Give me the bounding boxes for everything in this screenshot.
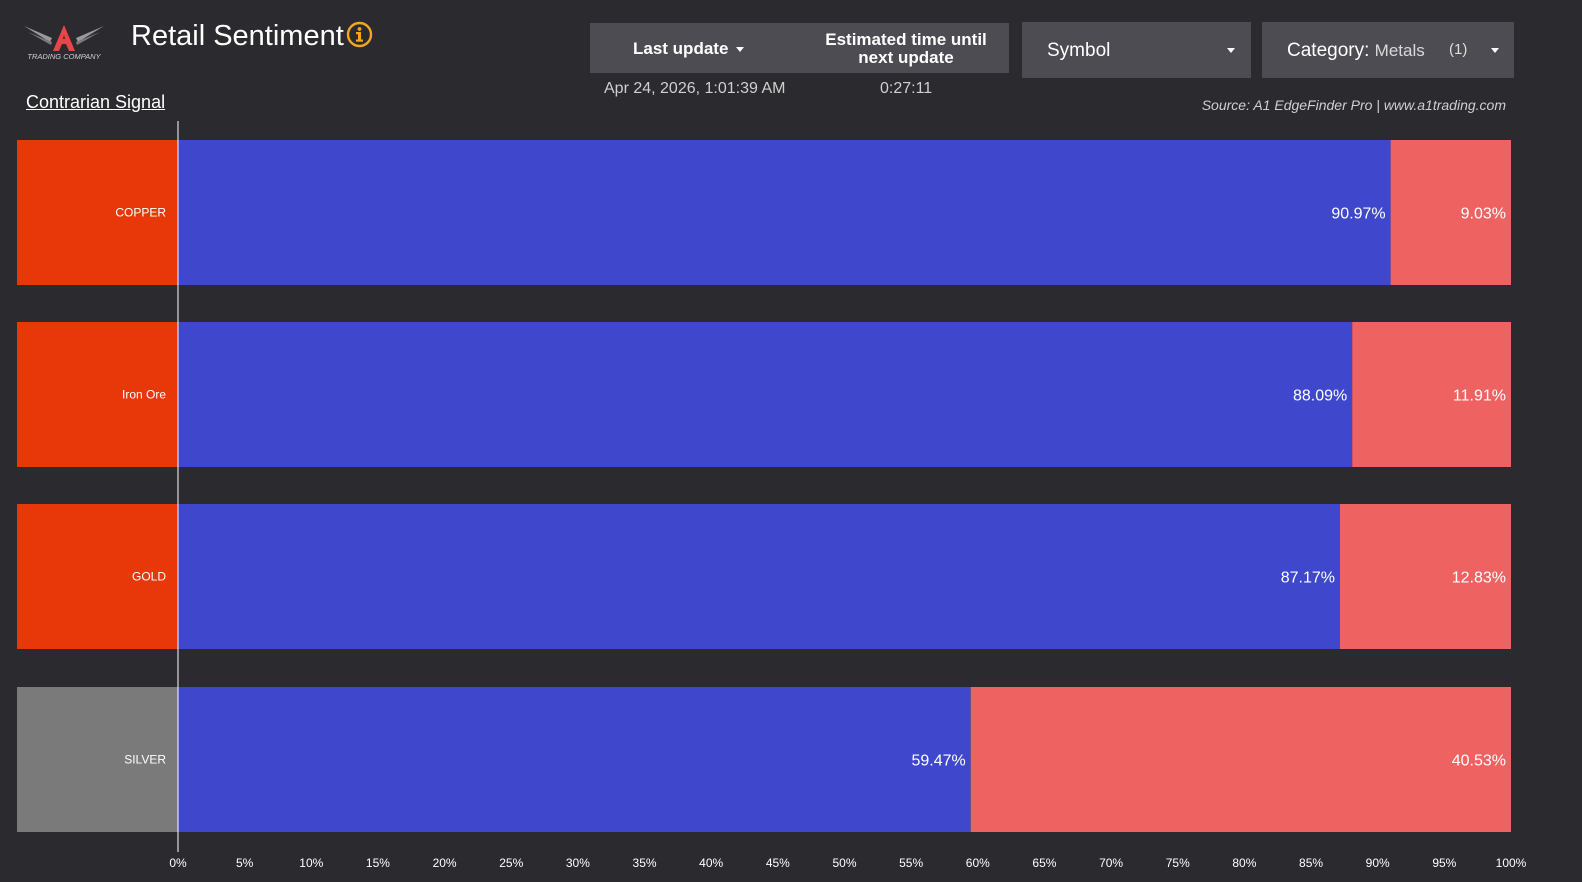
source-text: Source: A1 EdgeFinder Pro | www.a1tradin… — [1201, 97, 1506, 113]
data-label-long: 90.97% — [1331, 206, 1385, 223]
category-label: Iron Ore — [122, 388, 166, 402]
chevron-down-icon — [1491, 48, 1499, 53]
estimated-time-value: 0:27:11 — [880, 80, 933, 97]
x-tick-label: 15% — [366, 856, 390, 870]
x-tick-label: 70% — [1099, 856, 1123, 870]
data-label-long: 88.09% — [1293, 388, 1347, 405]
category-text: Category: Metals — [1287, 40, 1425, 61]
logo-text: TRADING COMPANY — [27, 52, 101, 61]
signal-cell — [17, 322, 178, 467]
data-label-short: 40.53% — [1452, 753, 1506, 770]
category-dropdown[interactable]: Category: Metals (1) — [1262, 22, 1514, 78]
x-tick-label: 30% — [566, 856, 590, 870]
x-tick-label: 55% — [899, 856, 923, 870]
data-label-long: 59.47% — [911, 753, 965, 770]
estimated-label-line2: next update — [858, 48, 954, 67]
last-update-value: Apr 24, 2026, 1:01:39 AM — [604, 80, 786, 97]
bar-short — [1352, 322, 1511, 467]
x-tick-label: 10% — [299, 856, 323, 870]
estimated-time-header: Estimated time until next update — [810, 31, 1002, 67]
category-label: GOLD — [132, 570, 166, 584]
x-tick-label: 35% — [633, 856, 657, 870]
bar-long — [178, 140, 1391, 285]
x-tick-label: 0% — [169, 856, 187, 870]
signal-cell — [17, 687, 178, 832]
category-label: SILVER — [124, 753, 166, 767]
last-update-label: Last update — [633, 39, 729, 58]
bar-long — [178, 322, 1353, 467]
bar-long — [178, 687, 971, 832]
category-label: COPPER — [115, 206, 166, 220]
x-tick-label: 80% — [1232, 856, 1256, 870]
symbol-dropdown[interactable]: Symbol — [1022, 22, 1251, 78]
caret-down-icon — [736, 47, 745, 53]
signal-cell — [17, 140, 178, 285]
bar-long — [178, 504, 1340, 649]
x-tick-label: 95% — [1432, 856, 1456, 870]
category-label: Category — [1287, 40, 1365, 61]
x-tick-label: 45% — [766, 856, 790, 870]
category-count: (1) — [1449, 41, 1468, 58]
x-tick-label: 60% — [966, 856, 990, 870]
data-label-short: 11.91% — [1453, 388, 1506, 405]
contrarian-signal-link[interactable]: Contrarian Signal — [26, 92, 166, 112]
x-tick-label: 100% — [1496, 856, 1527, 870]
x-tick-label: 85% — [1299, 856, 1323, 870]
data-label-short: 12.83% — [1452, 570, 1506, 587]
bar-short — [970, 687, 1511, 832]
info-icon[interactable] — [346, 21, 373, 48]
x-tick-label: 5% — [236, 856, 254, 870]
chevron-down-icon — [1227, 48, 1235, 53]
category-value: Metals — [1374, 41, 1425, 60]
bar-short — [1390, 140, 1511, 285]
x-tick-label: 20% — [433, 856, 457, 870]
x-tick-label: 25% — [499, 856, 523, 870]
signal-cell — [17, 504, 178, 649]
last-update-sort-button[interactable]: Last update — [633, 39, 745, 59]
estimated-label-line1: Estimated time until — [825, 30, 987, 49]
x-tick-label: 65% — [1032, 856, 1056, 870]
page-title: Retail Sentiment — [131, 20, 344, 52]
x-tick-label: 40% — [699, 856, 723, 870]
x-tick-label: 75% — [1166, 856, 1190, 870]
bar-short — [1339, 504, 1511, 649]
x-tick-label: 90% — [1366, 856, 1390, 870]
update-header: Last update Estimated time until next up… — [590, 23, 1009, 73]
symbol-label: Symbol — [1047, 40, 1111, 61]
x-tick-label: 50% — [832, 856, 856, 870]
data-label-short: 9.03% — [1461, 206, 1506, 223]
data-label-long: 87.17% — [1281, 570, 1335, 587]
a1-logo: TRADING COMPANY — [24, 25, 104, 61]
